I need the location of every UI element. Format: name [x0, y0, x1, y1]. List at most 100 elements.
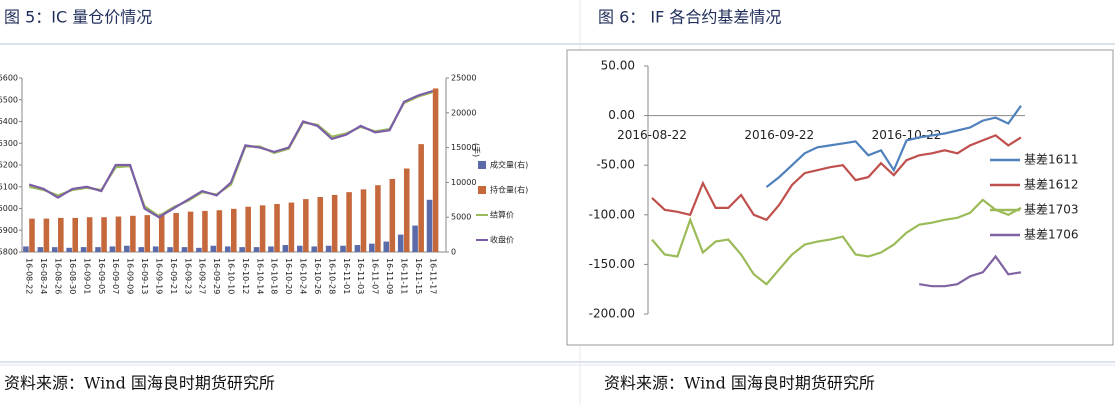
bar	[224, 246, 231, 252]
bar	[274, 203, 280, 252]
chart-frame	[566, 49, 1114, 346]
bar	[109, 246, 116, 252]
bar	[383, 241, 390, 252]
x-tick-label: 16-10-12	[241, 258, 250, 294]
y-tick-label: 6400	[0, 117, 18, 126]
x-tick-label: 16-08-26	[54, 258, 63, 294]
bar	[340, 245, 346, 252]
bar	[95, 247, 101, 252]
bar	[43, 218, 50, 252]
x-tick-label: 16-09-27	[198, 258, 207, 294]
x-tick-label: 16-08-24	[39, 258, 48, 294]
x-tick-label: 16-10-24	[299, 258, 308, 294]
bar	[23, 246, 29, 252]
x-tick-label: 16-11-17	[428, 258, 437, 294]
bar	[196, 247, 202, 252]
x-tick-label: 16-09-09	[126, 258, 135, 294]
x-tick-label: 16-09-01	[82, 258, 91, 294]
series-line	[28, 89, 434, 219]
y2-tick-label: 5000	[451, 213, 471, 222]
x-tick-label: 16-09-21	[169, 258, 178, 294]
y-tick-label: 0.00	[608, 108, 635, 122]
bar	[259, 205, 266, 252]
bar	[389, 178, 396, 252]
y-tick-label: -150.00	[589, 257, 635, 271]
y-tick-label: 6100	[0, 182, 18, 191]
bar	[253, 247, 260, 252]
bar	[375, 185, 381, 252]
bar	[80, 247, 87, 252]
y-tick-label: -200.00	[589, 307, 635, 321]
bar	[303, 199, 309, 252]
x-tick-label: 16-10-26	[313, 258, 322, 294]
legend-label: 基差1612	[1024, 178, 1079, 192]
legend-label: 基差1706	[1024, 228, 1079, 242]
bar	[187, 211, 194, 252]
legend-label: 持仓量(右)	[490, 185, 528, 195]
legend-swatch	[478, 186, 486, 194]
bar	[130, 215, 136, 252]
bar	[288, 202, 295, 252]
x-tick-label: 16-11-09	[385, 258, 394, 294]
bar	[331, 194, 338, 252]
bar	[210, 245, 217, 252]
bar	[101, 217, 107, 252]
bar	[181, 247, 188, 252]
x-tick-label: 16-11-01	[342, 258, 351, 294]
series-line	[765, 105, 1022, 188]
bar	[397, 234, 404, 252]
bar	[403, 168, 410, 252]
x-tick-label: 16-09-07	[111, 258, 120, 294]
bar	[245, 206, 251, 252]
y-tick-label: 6500	[0, 95, 18, 104]
x-tick-label: 2016-10-22	[872, 128, 942, 142]
x-tick-label: 16-09-29	[212, 258, 221, 294]
x-tick-label: 16-09-23	[183, 258, 192, 294]
bar	[297, 245, 303, 252]
x-tick-label: 16-08-22	[25, 258, 34, 294]
y2-tick-label: 0	[451, 248, 456, 257]
y-tick-label: 5800	[0, 248, 18, 257]
legend-label: 收盘价	[490, 235, 514, 245]
series-line	[28, 91, 434, 218]
bar	[216, 210, 223, 252]
x-tick-label: 16-11-03	[356, 258, 365, 294]
series-line	[651, 198, 1022, 286]
x-tick-label: 2016-08-22	[617, 128, 687, 142]
bar	[426, 199, 433, 252]
bar	[418, 144, 424, 252]
y2-tick-label: 25000	[451, 74, 476, 83]
bar	[138, 247, 145, 252]
bar	[369, 243, 375, 252]
bar	[282, 245, 289, 252]
legend-label: 基差1611	[1024, 153, 1079, 167]
y2-axis-label: (手)	[472, 143, 482, 157]
x-tick-label: 16-08-30	[68, 258, 77, 294]
bar	[144, 215, 151, 252]
bar	[173, 213, 179, 252]
legend-label: 结算价	[490, 210, 514, 220]
bar	[412, 225, 418, 252]
x-tick-label: 16-09-05	[97, 258, 106, 294]
y2-tick-label: 10000	[451, 178, 476, 187]
bar	[360, 189, 367, 252]
bar	[115, 216, 122, 252]
bar	[202, 210, 208, 252]
x-tick-label: 16-09-19	[154, 258, 163, 294]
legend-swatch	[478, 161, 486, 169]
bar	[66, 247, 72, 252]
y-tick-label: 6200	[0, 161, 18, 170]
bar	[51, 247, 58, 252]
bar	[124, 245, 130, 252]
bar	[268, 246, 274, 252]
x-tick-label: 16-09-13	[140, 258, 149, 294]
bar	[152, 246, 159, 252]
x-tick-label: 16-10-20	[284, 258, 293, 294]
bar	[325, 245, 332, 252]
bar	[167, 247, 173, 252]
series-line	[919, 254, 1022, 288]
bar	[432, 88, 439, 252]
legend-label: 成交量(右)	[490, 160, 528, 170]
y-tick-label: -50.00	[596, 158, 635, 172]
